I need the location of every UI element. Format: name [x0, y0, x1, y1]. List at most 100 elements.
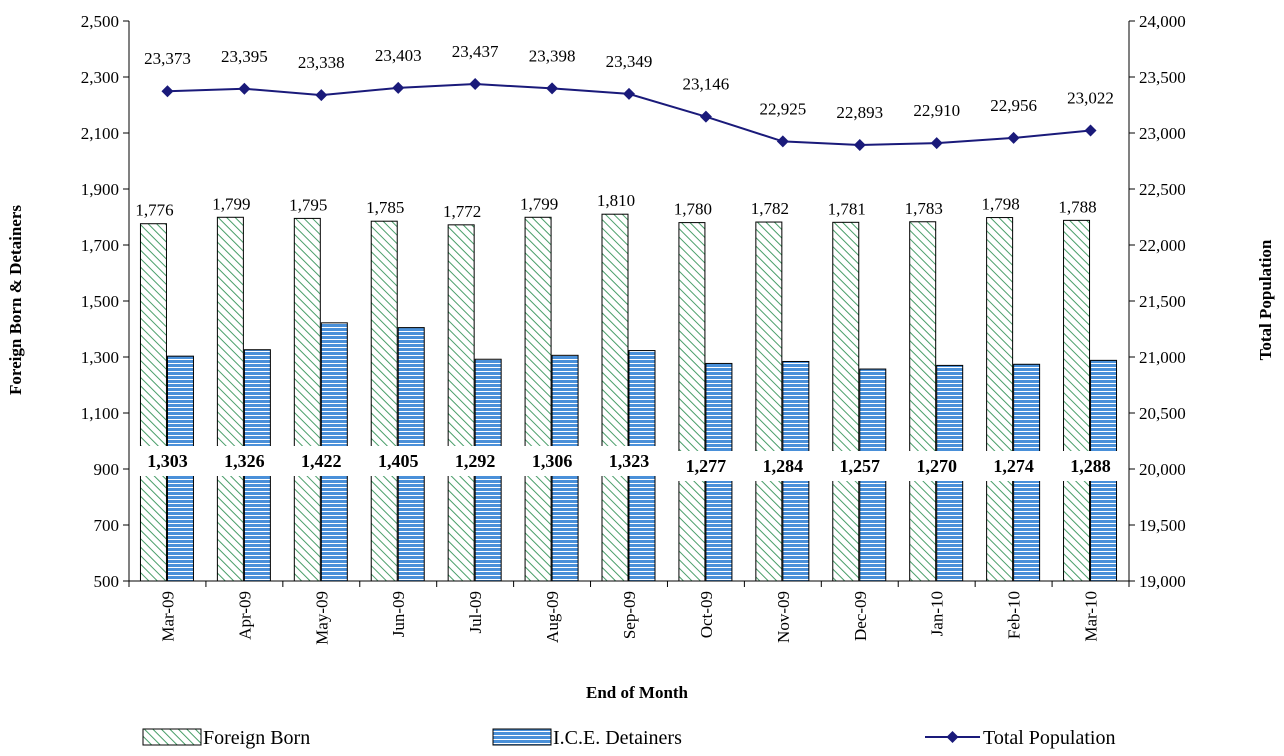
x-tick-label: Oct-09: [697, 591, 716, 638]
ice-detainer-value-label: 1,323: [609, 451, 650, 471]
foreign-born-value-label: 1,781: [828, 199, 866, 218]
foreign-born-bar: [293, 217, 321, 582]
left-tick-label: 1,900: [81, 180, 119, 199]
foreign-born-value-label: 1,772: [443, 202, 481, 221]
left-tick-label: 500: [94, 572, 120, 591]
foreign-born-bar: [601, 213, 629, 582]
ice-label-box: [447, 446, 504, 476]
left-tick-label: 900: [94, 460, 120, 479]
right-tick-label: 21,000: [1139, 348, 1186, 367]
total-population-marker: [1084, 124, 1097, 137]
ice-label-box: [754, 451, 811, 481]
total-population-value-label: 23,349: [606, 52, 653, 71]
x-tick-label: Aug-09: [543, 591, 562, 643]
foreign-born-value-label: 1,785: [366, 198, 404, 217]
right-tick-label: 22,500: [1139, 180, 1186, 199]
x-tick-label: Feb-10: [1005, 591, 1024, 639]
ice-detainer-value-label: 1,422: [301, 451, 342, 471]
total-population-value-label: 23,373: [144, 49, 191, 68]
foreign-born-value-label: 1,810: [597, 191, 635, 210]
data-labels: 1,776 23,373 1,303 1,799 23,395 1,326 1,795 23,…: [135, 42, 1119, 481]
ice-label-box: [139, 446, 196, 476]
ice-detainer-value-label: 1,274: [993, 456, 1034, 476]
x-tick-label: Dec-09: [851, 591, 870, 641]
x-tick-label: Nov-09: [774, 591, 793, 643]
right-tick-label: 22,000: [1139, 236, 1186, 255]
foreign-born-bar: [370, 220, 398, 582]
total-population-marker: [315, 89, 328, 102]
axes: 500 700 900 1,100 1,300 1,500 1,700 1,900 2,100 2…: [81, 12, 1186, 645]
total-population-marker: [161, 85, 174, 98]
total-population-value-label: 22,956: [990, 96, 1037, 115]
foreign-born-value-label: 1,783: [905, 199, 943, 218]
x-tick-label: May-09: [312, 591, 331, 645]
left-tick-label: 2,100: [81, 124, 119, 143]
right-tick-label: 23,500: [1139, 68, 1186, 87]
ice-detainer-value-label: 1,326: [224, 451, 265, 471]
foreign-born-value-label: 1,788: [1058, 197, 1096, 216]
x-axis-title: End of Month: [586, 683, 689, 702]
right-tick-label: 24,000: [1139, 12, 1186, 31]
foreign-born-bar: [832, 221, 860, 582]
total-population-value-label: 23,022: [1067, 89, 1114, 108]
foreign-born-bar: [447, 224, 475, 582]
ice-label-box: [831, 451, 888, 481]
total-population-marker: [699, 110, 712, 123]
ice-label-box: [908, 451, 965, 481]
total-population-line-group: [161, 78, 1097, 151]
ice-label-box: [370, 446, 427, 476]
total-population-marker: [1007, 131, 1020, 144]
right-axis-title: Total Population: [1256, 239, 1275, 360]
total-population-value-label: 22,925: [759, 99, 806, 118]
total-population-marker: [469, 78, 482, 91]
foreign-born-value-label: 1,799: [212, 194, 250, 213]
ice-label-box: [677, 451, 734, 481]
legend-label-ice-detainers: I.C.E. Detainers: [553, 727, 682, 749]
ice-label-box: [524, 446, 581, 476]
ice-detainer-value-label: 1,257: [840, 456, 881, 476]
right-tick-label: 19,000: [1139, 572, 1186, 591]
left-tick-label: 1,500: [81, 292, 119, 311]
total-population-value-label: 22,893: [836, 103, 883, 122]
x-tick-label: Sep-09: [620, 591, 639, 639]
foreign-born-bar: [139, 223, 167, 582]
legend: Foreign Born I.C.E. Detainers Total Popu…: [142, 727, 1115, 749]
foreign-born-value-label: 1,799: [520, 194, 558, 213]
x-tick-label: Jan-10: [928, 591, 947, 636]
ice-label-box: [601, 446, 657, 476]
total-population-value-label: 22,910: [913, 101, 960, 120]
foreign-born-bar: [216, 216, 244, 582]
legend-marker-diamond-icon: [946, 731, 959, 743]
ice-detainer-value-label: 1,405: [378, 451, 419, 471]
right-tick-label: 19,500: [1139, 516, 1186, 535]
x-tick-label: Apr-09: [235, 591, 254, 640]
ice-detainer-value-label: 1,288: [1070, 456, 1111, 476]
foreign-born-bar: [678, 222, 706, 582]
total-population-marker: [776, 135, 789, 148]
total-population-value-label: 23,146: [683, 75, 730, 94]
total-population-value-label: 23,403: [375, 46, 422, 65]
foreign-born-value-label: 1,780: [674, 200, 712, 219]
x-tick-label: Mar-10: [1082, 591, 1101, 642]
foreign-born-bar: [909, 221, 937, 582]
ice-label-box: [293, 446, 350, 476]
x-tick-label: Jul-09: [466, 591, 485, 634]
total-population-value-label: 23,398: [529, 46, 576, 65]
left-tick-label: 2,300: [81, 68, 119, 87]
total-population-value-label: 23,437: [452, 42, 499, 61]
left-tick-label: 1,100: [81, 404, 119, 423]
total-population-marker: [238, 82, 251, 95]
legend-label-foreign-born: Foreign Born: [203, 727, 310, 749]
total-population-marker: [546, 82, 559, 95]
foreign-born-bar: [986, 217, 1014, 582]
right-tick-label: 21,500: [1139, 292, 1186, 311]
ice-detainer-value-label: 1,277: [686, 456, 727, 476]
total-population-marker: [930, 137, 943, 150]
foreign-born-value-label: 1,798: [981, 195, 1019, 214]
legend-swatch-ice-detainers: [492, 728, 552, 746]
ice-label-box: [1062, 451, 1119, 481]
foreign-born-bars: [139, 213, 1091, 582]
ice-detainer-value-label: 1,284: [763, 456, 804, 476]
